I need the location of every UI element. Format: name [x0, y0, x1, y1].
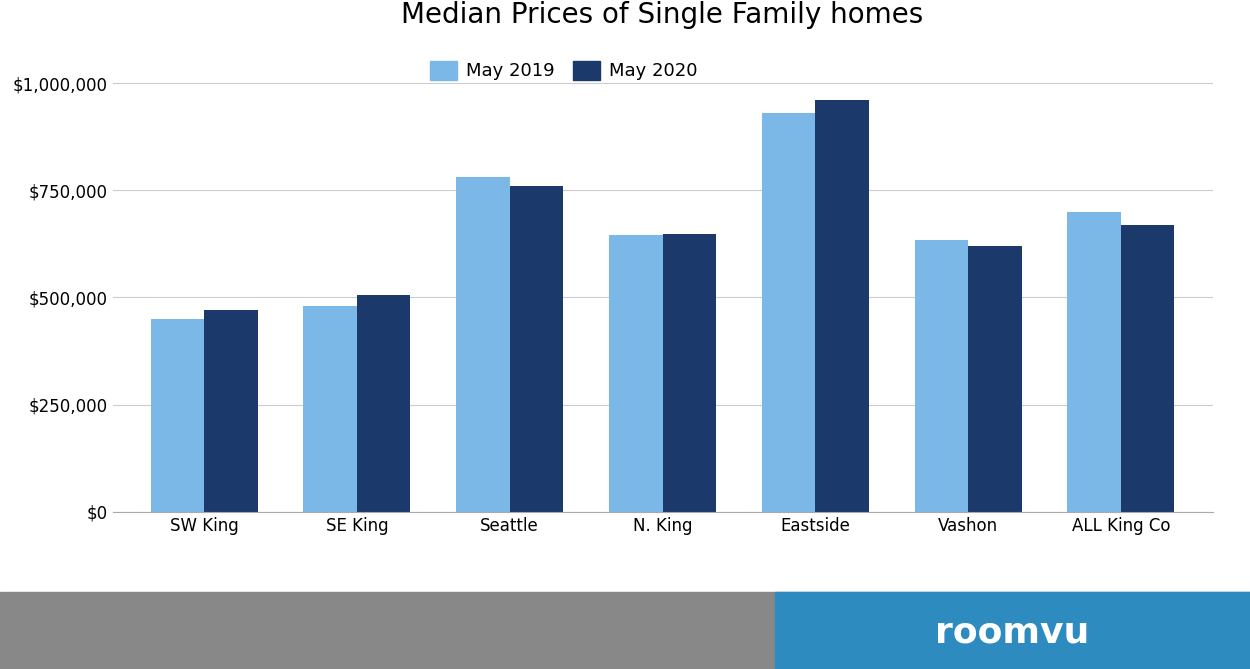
Bar: [662, 234, 716, 512]
Bar: [304, 306, 358, 512]
Legend: May 2019, May 2020: May 2019, May 2020: [422, 54, 705, 88]
Bar: [151, 319, 204, 512]
Bar: [357, 295, 410, 512]
Bar: [968, 246, 1021, 512]
Bar: [456, 177, 510, 512]
Bar: [1068, 211, 1121, 512]
Bar: [204, 310, 258, 512]
Bar: [761, 113, 815, 512]
Text: roomvu: roomvu: [935, 615, 1090, 649]
Bar: [609, 235, 662, 512]
Bar: [915, 240, 968, 512]
Bar: [510, 186, 564, 512]
Bar: [1121, 225, 1174, 512]
Title: Median Prices of Single Family homes: Median Prices of Single Family homes: [401, 1, 924, 29]
Bar: [815, 100, 869, 512]
